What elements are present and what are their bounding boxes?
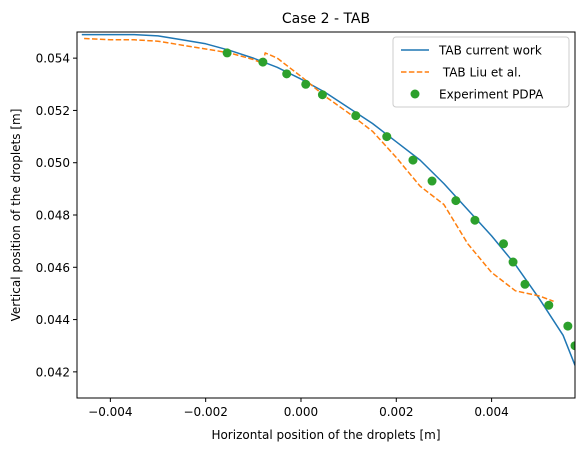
x-tick-label: 0.004 xyxy=(474,405,508,419)
data-point xyxy=(282,69,292,79)
data-point xyxy=(258,57,268,67)
data-point xyxy=(382,132,392,142)
y-tick-label: 0.048 xyxy=(36,209,70,223)
data-point xyxy=(499,239,509,249)
data-point xyxy=(427,176,437,186)
series-line-0 xyxy=(81,33,575,366)
y-tick-label: 0.042 xyxy=(36,365,70,379)
y-tick-label: 0.052 xyxy=(36,104,70,118)
y-tick-label: 0.054 xyxy=(36,52,70,66)
legend-box xyxy=(392,36,570,108)
plot-area xyxy=(81,33,575,366)
data-point xyxy=(317,90,327,100)
chart-title: Case 2 - TAB xyxy=(282,11,370,27)
axes: −0.004 −0.002 0.000 0.002 0.004 0.042 0.044 0.0… xyxy=(36,31,576,419)
x-tick-label: −0.002 xyxy=(183,405,227,419)
data-point xyxy=(570,341,575,351)
series-line-1 xyxy=(84,37,554,303)
data-point xyxy=(470,215,480,225)
y-tick-label: 0.044 xyxy=(36,313,70,327)
data-point xyxy=(222,48,232,58)
x-tick-label: −0.004 xyxy=(88,405,132,419)
data-point xyxy=(563,321,573,331)
y-axis-title: Vertical position of the droplets [m] xyxy=(9,109,23,322)
legend-label: Experiment PDPA xyxy=(439,88,544,102)
data-point xyxy=(520,279,530,289)
data-point xyxy=(301,79,311,89)
y-tick-label: 0.046 xyxy=(36,261,70,275)
legend: TAB current work TAB Liu et al. Experimen… xyxy=(392,36,570,108)
x-tick-label: 0.000 xyxy=(284,405,318,419)
data-point xyxy=(508,257,518,267)
data-point xyxy=(351,111,361,121)
x-axis-title: Horizontal position of the droplets [m] xyxy=(211,428,440,442)
legend-swatch xyxy=(410,89,420,99)
legend-label: TAB current work xyxy=(438,44,542,58)
data-point xyxy=(451,196,461,206)
y-tick-label: 0.050 xyxy=(36,156,70,170)
data-point xyxy=(544,300,554,310)
legend-label: TAB Liu et al. xyxy=(439,66,521,80)
data-point xyxy=(408,155,418,165)
x-tick-label: 0.002 xyxy=(379,405,413,419)
